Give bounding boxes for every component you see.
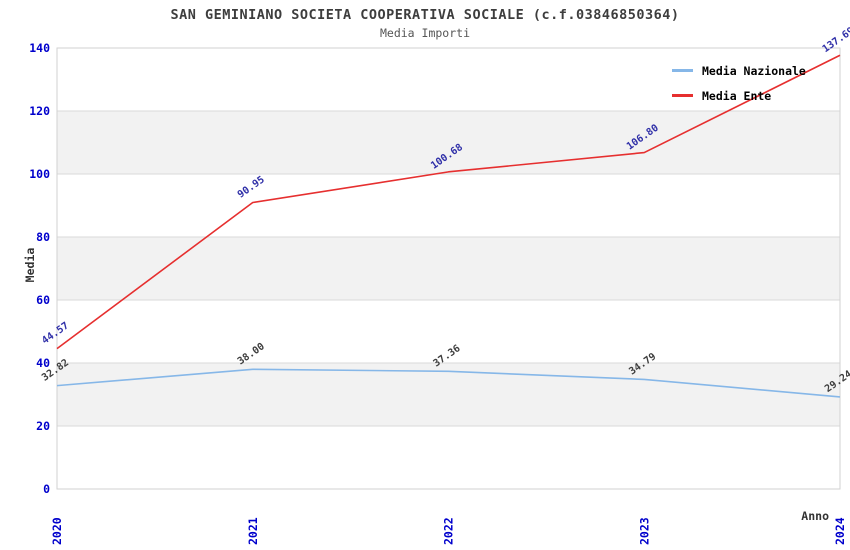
legend: Media Nazionale Media Ente — [672, 58, 806, 108]
series-line-media-nazionale — [56, 368, 841, 398]
y-tick-label: 140 — [29, 41, 50, 55]
band — [57, 363, 840, 426]
chart-title: SAN GEMINIANO SOCIETA COOPERATIVA SOCIAL… — [170, 7, 680, 23]
legend-label: Media Nazionale — [702, 63, 806, 78]
x-axis-title: Anno — [801, 509, 829, 523]
x-tick-label: 2023 — [637, 517, 651, 545]
y-tick-label: 100 — [29, 167, 50, 181]
y-tick-label: 20 — [36, 419, 50, 433]
data-point-label: 137.69 — [821, 25, 850, 55]
y-tick-label: 0 — [43, 482, 50, 496]
legend-item-media-nazionale[interactable]: Media Nazionale — [672, 58, 806, 83]
legend-swatch-icon — [672, 94, 693, 97]
x-tick-label: 2022 — [442, 517, 456, 545]
y-tick-label: 80 — [36, 230, 50, 244]
chart-subtitle: Media Importi — [379, 26, 470, 40]
band — [57, 111, 840, 174]
plot-border — [56, 47, 841, 490]
legend-label: Media Ente — [702, 88, 772, 103]
y-tick-label: 60 — [36, 293, 50, 307]
band — [57, 237, 840, 300]
x-tick-label: 2024 — [833, 517, 847, 545]
x-tick-label: 2021 — [246, 517, 260, 545]
legend-item-media-ente[interactable]: Media Ente — [672, 83, 806, 108]
data-point-label: 90.95 — [236, 174, 267, 200]
y-tick-label: 120 — [29, 104, 50, 118]
x-tick-label: 2020 — [50, 517, 64, 545]
y-tick-label: 40 — [36, 356, 50, 370]
data-point-label: 44.57 — [40, 320, 71, 346]
legend-swatch-icon — [672, 69, 693, 72]
series-line-media-ente — [56, 54, 841, 350]
